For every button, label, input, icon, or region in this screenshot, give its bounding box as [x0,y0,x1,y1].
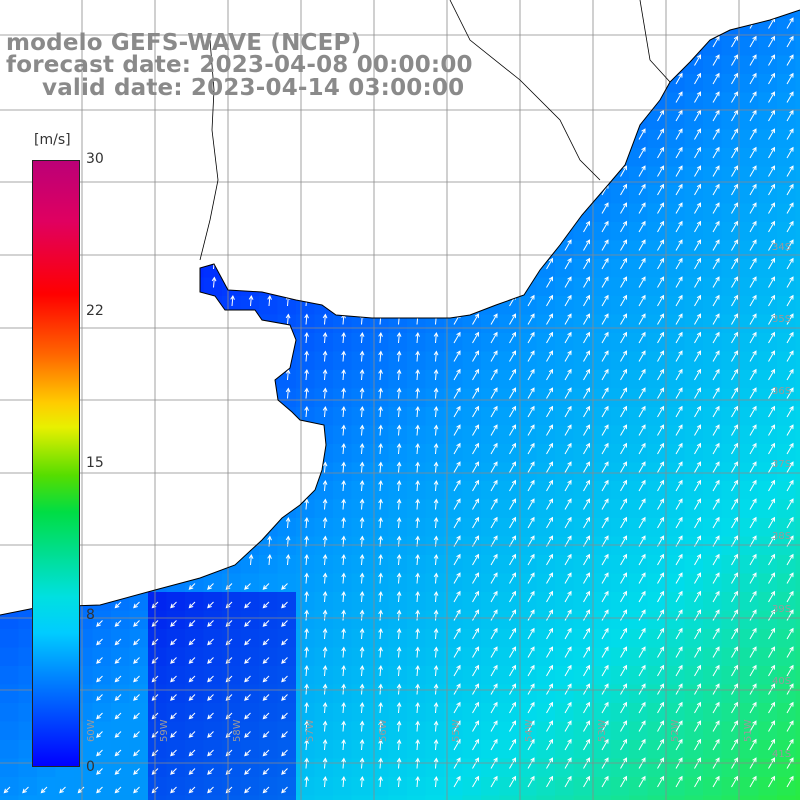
lat-label: 35S [772,314,791,325]
coastline [0,0,800,616]
lat-label: 36S [772,386,791,397]
lat-label: 38S [772,531,791,542]
colorbar-tick-22: 22 [86,303,104,319]
lon-label: 55W [451,719,462,742]
lat-label: 40S [772,676,791,687]
colorbar-unit: [m/s] [34,132,71,148]
colorbar-tick-8: 8 [86,607,95,623]
lon-label: 54W [524,719,535,742]
lat-label: 34S [772,242,791,253]
colorbar-tick-30: 30 [86,151,104,167]
colorbar [32,160,80,767]
lon-label: 53W [597,719,608,742]
land-mask [0,0,800,615]
lon-label: 60W [86,719,97,742]
model-title: modelo GEFS-WAVE (NCEP) [6,30,362,56]
forecast-date: forecast date: 2023-04-08 00:00:00 [6,52,473,78]
colorbar-tick-0: 0 [86,759,95,775]
lon-label: 59W [159,719,170,742]
lon-label: 56W [378,719,389,742]
colorbar-tick-15: 15 [86,455,104,471]
lat-label: 39S [772,604,791,615]
wind-arrows [3,17,794,794]
lon-label: 57W [305,719,316,742]
lon-label: 52W [670,719,681,742]
grid-labels: 34S 35S 36S 37S 38S 39S 40S 41S 60W 59W 58W 57W 56W 5… [86,242,791,760]
valid-date: valid date: 2023-04-14 03:00:00 [42,75,465,101]
lon-label: 58W [232,719,243,742]
lat-label: 41S [772,749,791,760]
lon-label: 51W [743,719,754,742]
lat-label: 37S [772,459,791,470]
